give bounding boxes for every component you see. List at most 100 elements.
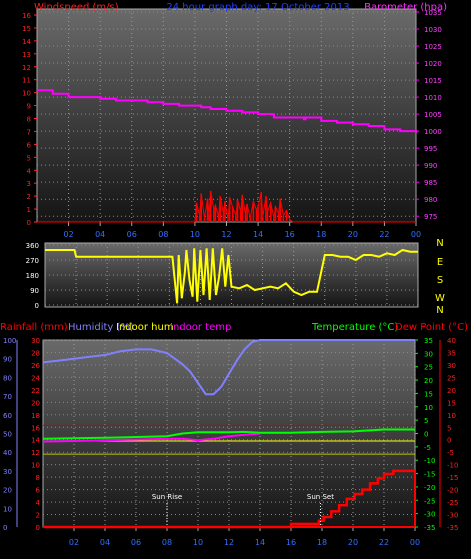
temp-tick-label: 5 — [424, 417, 428, 425]
compass-label: N — [436, 238, 443, 249]
humidity-tick-label: 70 — [3, 393, 12, 401]
temp-tick-label: -15 — [424, 471, 435, 479]
legend-label: Indoor hum — [116, 322, 174, 333]
humidity-tick-label: 80 — [3, 374, 12, 382]
dew-tick-label: 25 — [447, 374, 456, 382]
x-tick-label: 04 — [100, 538, 110, 547]
right-tick-label: 975 — [424, 213, 437, 221]
x-tick-label: 08 — [158, 230, 168, 239]
right-tick-label: 1025 — [424, 43, 442, 51]
left-tick-label: 6 — [27, 141, 32, 149]
x-tick-label: 18 — [317, 538, 327, 547]
humidity-tick-label: 0 — [3, 524, 7, 532]
rain-tick-label: 4 — [36, 499, 41, 507]
temp-tick-label: 35 — [424, 337, 433, 345]
barometer-series-line — [37, 89, 417, 133]
temp-tick-label: 25 — [424, 364, 433, 372]
rain-tick-label: 30 — [31, 337, 40, 345]
rain-tick-label: 24 — [31, 374, 40, 382]
left-tick-label: 11 — [22, 77, 31, 85]
temp-tick-label: 15 — [424, 390, 433, 398]
dew-tick-label: 40 — [447, 337, 456, 345]
rain-tick-label: 2 — [36, 512, 40, 520]
x-tick-label: 14 — [253, 230, 263, 239]
temp-tick-label: -20 — [424, 484, 435, 492]
series-line — [42, 428, 415, 440]
direction-tick-label: 0 — [35, 302, 39, 310]
humidity-tick-label: 60 — [3, 412, 12, 420]
legend-label: Dew Point (°C) — [395, 322, 468, 333]
direction-tick-label: 270 — [26, 257, 39, 265]
dew-tick-label: -25 — [447, 499, 458, 507]
dew-tick-label: 20 — [447, 387, 456, 395]
dew-tick-label: 5 — [447, 424, 451, 432]
temp-tick-label: -30 — [424, 511, 435, 519]
x-tick-label: 20 — [348, 538, 358, 547]
direction-tick-label: 360 — [26, 242, 39, 250]
temp-tick-label: -5 — [424, 444, 431, 452]
x-tick-label: 00 — [410, 538, 420, 547]
right-tick-label: 1020 — [424, 60, 442, 68]
left-tick-label: 12 — [22, 64, 31, 72]
x-tick-label: 20 — [348, 230, 358, 239]
humidity-tick-label: 100 — [3, 337, 16, 345]
series-line — [43, 469, 415, 529]
rain-tick-label: 14 — [31, 437, 40, 445]
right-tick-label: 1000 — [424, 128, 442, 136]
direction-tick-label: 90 — [30, 287, 39, 295]
right-tick-label: 1005 — [424, 111, 442, 119]
humidity-tick-label: 40 — [3, 449, 12, 457]
humidity-tick-label: 30 — [3, 468, 12, 476]
plot-area-climate — [43, 340, 415, 527]
x-tick-label: 12 — [224, 538, 234, 547]
left-tick-label: 8 — [27, 116, 31, 124]
left-tick-label: 14 — [22, 38, 31, 46]
left-tick-label: 0 — [27, 219, 31, 227]
compass-label: E — [437, 257, 443, 268]
left-tick-label: 15 — [22, 25, 31, 33]
temp-tick-label: 20 — [424, 377, 433, 385]
legend-label: Rainfall (mm) — [0, 322, 68, 333]
dew-tick-label: -10 — [447, 462, 458, 470]
dew-tick-label: 0 — [447, 437, 451, 445]
right-tick-label: 1010 — [424, 94, 442, 102]
x-tick-label: 22 — [379, 230, 389, 239]
right-tick-label: 1015 — [424, 77, 442, 85]
x-tick-label: 10 — [190, 230, 200, 239]
left-axis-title: Windspeed (m/s) — [34, 2, 119, 13]
rain-tick-label: 20 — [31, 399, 40, 407]
dew-tick-label: 15 — [447, 399, 456, 407]
left-tick-label: 1 — [27, 206, 31, 214]
rain-tick-label: 28 — [31, 349, 40, 357]
right-tick-label: 985 — [424, 179, 437, 187]
rain-tick-label: 0 — [36, 524, 40, 532]
left-tick-label: 7 — [27, 128, 31, 136]
x-tick-label: 02 — [63, 230, 73, 239]
sun-annotation-label: Sun Set — [307, 493, 334, 501]
x-tick-label: 06 — [127, 230, 137, 239]
rain-tick-label: 8 — [36, 474, 40, 482]
legend-label: Indoor temp — [170, 322, 231, 333]
left-tick-label: 4 — [27, 167, 32, 175]
chart-title: 24 hour graph day: 17 October 2013 — [166, 2, 349, 13]
left-tick-label: 16 — [22, 12, 31, 20]
dew-tick-label: -15 — [447, 474, 458, 482]
dew-tick-label: 35 — [447, 349, 456, 357]
left-tick-label: 2 — [27, 193, 31, 201]
humidity-tick-label: 50 — [3, 431, 12, 439]
right-axis-title: Barometer (hpa) — [364, 2, 447, 13]
series-line — [42, 432, 261, 443]
temp-tick-label: 30 — [424, 350, 433, 358]
right-tick-label: 1035 — [424, 9, 442, 17]
temp-tick-label: -25 — [424, 497, 435, 505]
x-tick-label: 18 — [316, 230, 326, 239]
compass-label: W — [435, 293, 445, 304]
temp-tick-label: 0 — [424, 431, 428, 439]
dew-tick-label: -20 — [447, 487, 458, 495]
rain-tick-label: 22 — [31, 387, 40, 395]
rain-tick-label: 18 — [31, 412, 40, 420]
temp-tick-label: -35 — [424, 524, 435, 532]
wind-direction-series-line — [45, 248, 418, 304]
